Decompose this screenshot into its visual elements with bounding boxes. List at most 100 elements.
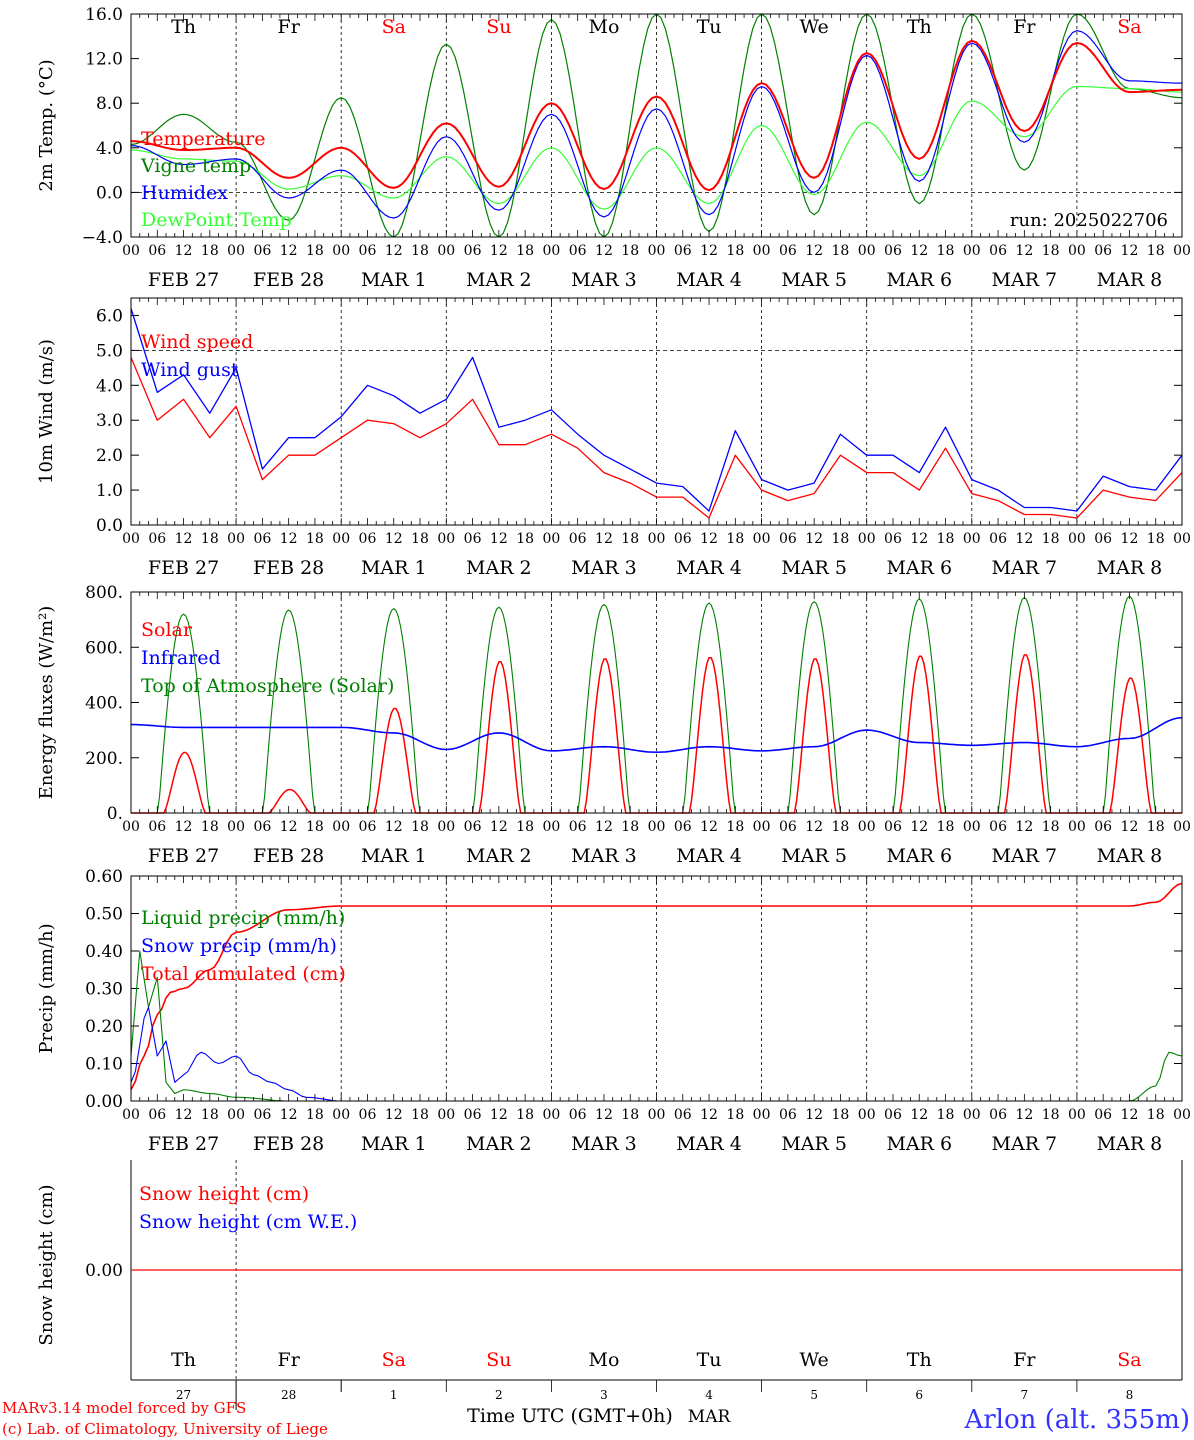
date-label: MAR 6 bbox=[886, 557, 952, 579]
weekday-label: Th bbox=[907, 1349, 932, 1371]
hour-tick-label: 06 bbox=[253, 243, 271, 259]
date-label: MAR 8 bbox=[1097, 557, 1163, 579]
hour-tick-label: 00 bbox=[963, 1107, 981, 1123]
hour-tick-label: 12 bbox=[1015, 819, 1033, 835]
y-tick-label: 3.0 bbox=[96, 411, 123, 431]
hour-tick-label: 12 bbox=[385, 243, 403, 259]
y-tick-label: 2.0 bbox=[96, 446, 123, 466]
energy-panel: 0. 200. 400. 600. 800. Energy fluxes (W/m²) 00… bbox=[36, 583, 1191, 867]
hour-tick-label: 18 bbox=[832, 243, 850, 259]
date-label: MAR 8 bbox=[1097, 1133, 1163, 1155]
hour-tick-label: 06 bbox=[359, 1107, 377, 1123]
date-label: FEB 28 bbox=[253, 845, 324, 867]
hour-tick-label: 18 bbox=[1147, 243, 1165, 259]
y-axis-label: 2m Temp. (°C) bbox=[36, 59, 57, 191]
hour-tick-label: 12 bbox=[910, 243, 928, 259]
hour-tick-label: 06 bbox=[359, 243, 377, 259]
y-tick-label: 0. bbox=[107, 804, 123, 824]
hour-tick-label: 06 bbox=[674, 1107, 692, 1123]
hour-tick-label: 00 bbox=[963, 819, 981, 835]
hour-tick-label: 06 bbox=[569, 243, 587, 259]
hour-tick-label: 12 bbox=[1015, 531, 1033, 547]
weekday-label: Su bbox=[486, 1349, 511, 1371]
hour-tick-label: 00 bbox=[648, 819, 666, 835]
hour-tick-label: 00 bbox=[122, 243, 140, 259]
date-label: MAR 3 bbox=[571, 845, 637, 867]
date-label: MAR 4 bbox=[676, 269, 742, 291]
hour-tick-label: 18 bbox=[201, 819, 219, 835]
weekday-label: Fr bbox=[278, 1349, 301, 1371]
hour-tick-label: 18 bbox=[726, 531, 744, 547]
date-label: MAR 6 bbox=[886, 269, 952, 291]
hour-tick-label: 06 bbox=[989, 819, 1007, 835]
hour-tick-label: 00 bbox=[122, 819, 140, 835]
hour-tick-label: 00 bbox=[858, 243, 876, 259]
hour-tick-label: 18 bbox=[516, 243, 534, 259]
day-number-label: 28 bbox=[281, 1388, 296, 1402]
hour-tick-label: 00 bbox=[1173, 531, 1191, 547]
hour-tick-label: 06 bbox=[148, 1107, 166, 1123]
y-axis-label: 10m Wind (m/s) bbox=[36, 339, 57, 484]
weekday-label: Fr bbox=[1013, 16, 1036, 38]
hour-tick-label: 00 bbox=[858, 1107, 876, 1123]
hour-tick-label: 18 bbox=[306, 243, 324, 259]
hour-tick-label: 12 bbox=[805, 243, 823, 259]
hour-tick-label: 18 bbox=[937, 1107, 955, 1123]
weekday-label: Mo bbox=[588, 16, 619, 38]
series-line-total bbox=[130, 882, 1183, 1091]
hour-tick-label: 18 bbox=[1042, 819, 1060, 835]
hour-tick-label: 12 bbox=[595, 819, 613, 835]
weekday-label: Sa bbox=[382, 1349, 406, 1371]
plot-frame bbox=[130, 13, 1183, 238]
hour-tick-label: 06 bbox=[884, 1107, 902, 1123]
date-label: MAR 1 bbox=[361, 1133, 427, 1155]
hour-tick-label: 12 bbox=[1121, 1107, 1139, 1123]
hour-tick-label: 00 bbox=[858, 819, 876, 835]
hour-tick-label: 00 bbox=[437, 819, 455, 835]
date-label: MAR 2 bbox=[466, 845, 532, 867]
hour-tick-label: 18 bbox=[937, 819, 955, 835]
legend-entry: Snow height (cm W.E.) bbox=[139, 1211, 357, 1233]
hour-tick-label: 00 bbox=[332, 531, 350, 547]
footer: MARv3.14 model forced by GFS (c) Lab. of … bbox=[2, 1399, 1190, 1438]
hour-tick-label: 18 bbox=[621, 243, 639, 259]
hour-tick-label: 18 bbox=[516, 531, 534, 547]
hour-tick-label: 12 bbox=[175, 531, 193, 547]
hour-tick-label: 00 bbox=[227, 819, 245, 835]
hour-tick-label: 12 bbox=[595, 531, 613, 547]
y-axis-label: Precip (mm/h) bbox=[36, 923, 57, 1053]
hour-tick-label: 00 bbox=[542, 1107, 560, 1123]
hour-tick-label: 06 bbox=[148, 243, 166, 259]
legend-entry: Total cumulated (cm) bbox=[141, 963, 346, 985]
hour-tick-label: 06 bbox=[253, 819, 271, 835]
copyright-credit: (c) Lab. of Climatology, University of L… bbox=[2, 1420, 328, 1438]
legend-entry: Snow precip (mm/h) bbox=[141, 935, 337, 957]
hour-tick-label: 00 bbox=[1068, 819, 1086, 835]
hour-tick-label: 18 bbox=[201, 531, 219, 547]
series-line-temperature bbox=[131, 39, 1182, 192]
hour-tick-label: 18 bbox=[1147, 1107, 1165, 1123]
date-label: FEB 28 bbox=[253, 557, 324, 579]
hour-tick-label: 00 bbox=[1173, 819, 1191, 835]
hour-tick-label: 06 bbox=[1094, 531, 1112, 547]
hour-tick-label: 12 bbox=[1121, 819, 1139, 835]
date-label: MAR 1 bbox=[361, 557, 427, 579]
hour-tick-label: 18 bbox=[832, 819, 850, 835]
hour-tick-label: 00 bbox=[332, 819, 350, 835]
hour-tick-label: 06 bbox=[464, 531, 482, 547]
hour-tick-label: 06 bbox=[1094, 819, 1112, 835]
hour-tick-label: 12 bbox=[280, 819, 298, 835]
y-tick-label: 0.20 bbox=[85, 1017, 123, 1037]
hour-tick-label: 12 bbox=[490, 243, 508, 259]
hour-tick-label: 18 bbox=[411, 243, 429, 259]
hour-tick-label: 06 bbox=[779, 531, 797, 547]
hour-tick-label: 00 bbox=[227, 1107, 245, 1123]
hour-tick-label: 00 bbox=[1068, 1107, 1086, 1123]
hour-tick-label: 06 bbox=[464, 243, 482, 259]
precip-panel: 0.00 0.10 0.20 0.30 0.40 0.50 0.60 Precip (mm/h… bbox=[36, 867, 1191, 1155]
hour-tick-label: 12 bbox=[280, 243, 298, 259]
y-tick-label: 0.0 bbox=[96, 183, 123, 203]
date-label: MAR 5 bbox=[781, 845, 847, 867]
date-label: MAR 3 bbox=[571, 269, 637, 291]
hour-tick-label: 12 bbox=[175, 1107, 193, 1123]
